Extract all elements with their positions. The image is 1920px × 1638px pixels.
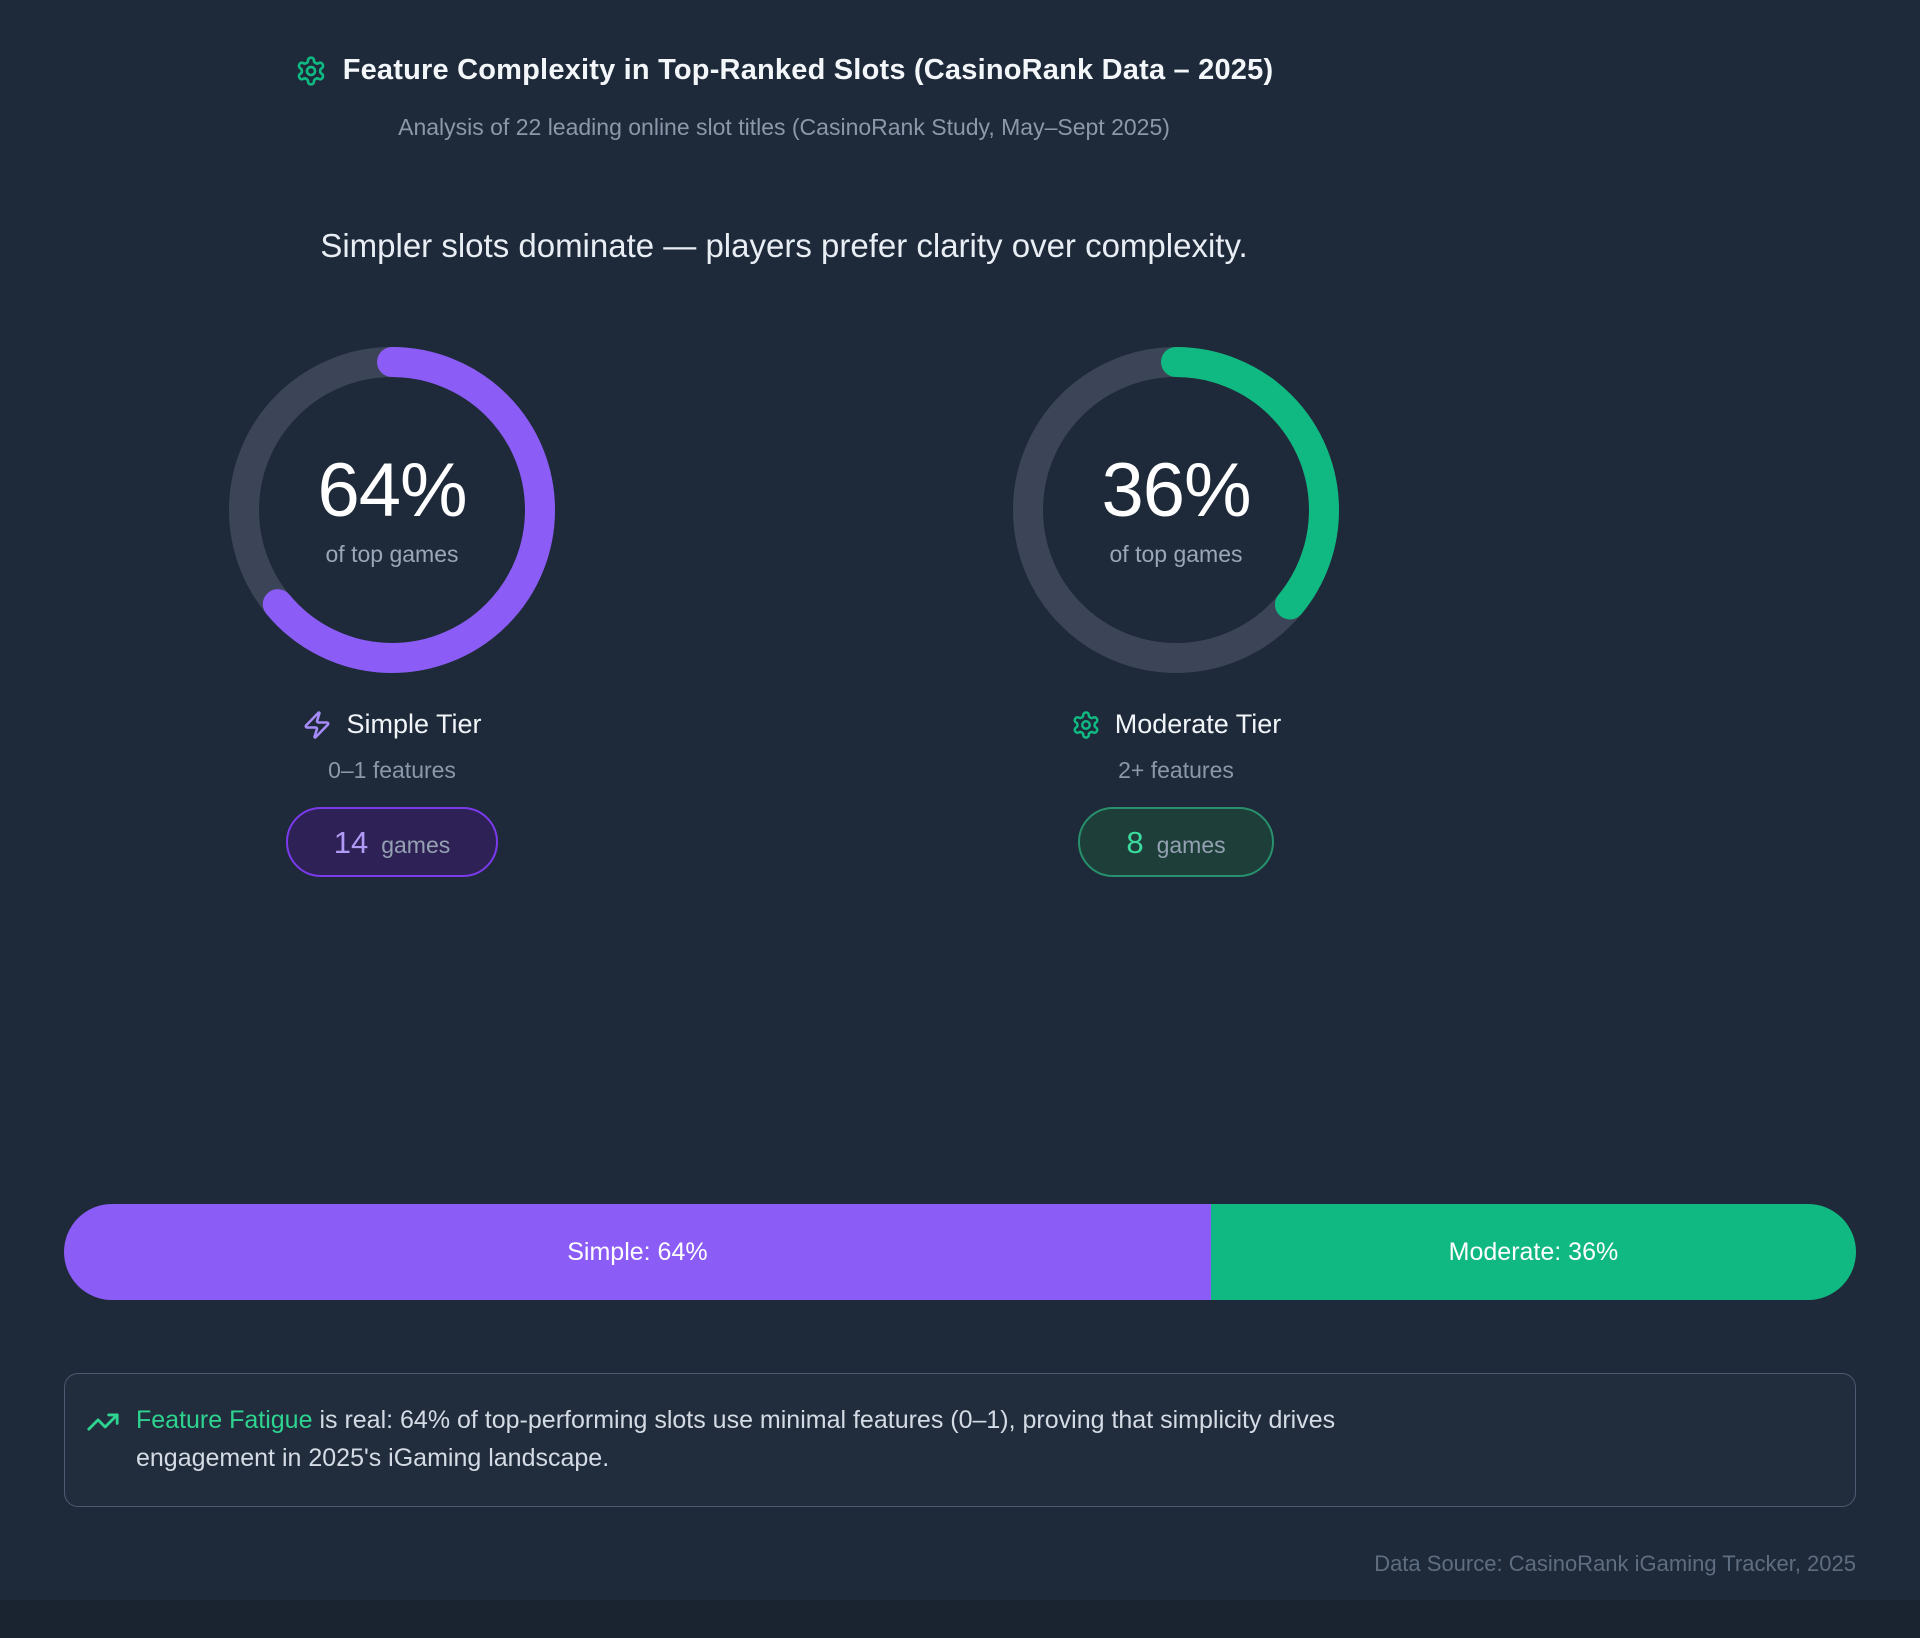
bar-label-moderate: Moderate: 36% <box>1448 1237 1619 1266</box>
insight-highlight: Feature Fatigue <box>136 1406 313 1434</box>
lightning-icon <box>302 710 332 740</box>
moderate-games-count: 8 <box>1126 825 1144 860</box>
moderate-features-label: 2+ features <box>1118 757 1234 783</box>
simple-donut-chart <box>229 347 555 673</box>
insight-text: is real: 64% of top-performing slots use… <box>136 1406 1336 1472</box>
simple-games-badge: 14 games <box>285 807 499 877</box>
moderate-tier-label: Moderate Tier <box>1114 709 1282 739</box>
moderate-games-badge: 8 games <box>1078 807 1274 877</box>
page-title: Feature Complexity in Top-Ranked Slots (… <box>342 54 1274 86</box>
moderate-tier-donut: 36% of top games <box>1013 347 1339 673</box>
moderate-percent-caption: of top games <box>1109 540 1243 567</box>
data-source: Data Source: CasinoRank iGaming Tracker,… <box>1374 1551 1856 1576</box>
simple-games-unit: games <box>381 832 451 858</box>
simple-percent-caption: of top games <box>325 540 459 567</box>
moderate-percent-value: 36% <box>1101 447 1251 533</box>
insight-paragraph: Feature Fatigue is real: 64% of top-perf… <box>136 1401 1471 1477</box>
bar-label-simple: Simple: 64% <box>567 1237 708 1266</box>
simple-features-label: 0–1 features <box>328 757 456 783</box>
bar-segment-moderate: Moderate: 36% <box>1210 1204 1856 1300</box>
headline: Simpler slots dominate — players prefer … <box>320 227 1248 264</box>
donut-row: 64% of top games Simple Tier 0–1 feature… <box>0 347 1568 877</box>
trending-up-icon <box>86 1405 120 1439</box>
simple-games-count: 14 <box>333 825 369 860</box>
gear-icon <box>1071 710 1101 740</box>
donut-center-simple: 64% of top games <box>229 347 555 673</box>
bottom-strip <box>0 1600 1920 1638</box>
simple-tier-donut: 64% of top games <box>229 347 555 673</box>
insight-box: Feature Fatigue is real: 64% of top-perf… <box>64 1373 1856 1507</box>
moderate-donut-chart <box>1013 347 1339 673</box>
moderate-tier-card: 36% of top games Moderate Tier 2+ featur… <box>1013 347 1339 877</box>
top-section: Feature Complexity in Top-Ranked Slots (… <box>0 0 1568 960</box>
stacked-bar-chart: Simple: 64% Moderate: 36% <box>64 1204 1856 1300</box>
simple-tier-label-row: Simple Tier <box>302 709 482 740</box>
header: Feature Complexity in Top-Ranked Slots (… <box>0 54 1568 87</box>
subtitle: Analysis of 22 leading online slot title… <box>398 114 1170 140</box>
donut-arc-simple <box>229 347 555 673</box>
moderate-tier-label-row: Moderate Tier <box>1071 709 1282 740</box>
simple-tier-label: Simple Tier <box>346 709 482 739</box>
bar-segment-simple: Simple: 64% <box>64 1204 1211 1300</box>
gear-icon <box>295 55 327 87</box>
simple-tier-card: 64% of top games Simple Tier 0–1 feature… <box>229 347 555 877</box>
simple-percent-value: 64% <box>317 447 467 533</box>
donut-arc-moderate <box>1013 347 1339 673</box>
moderate-games-unit: games <box>1156 832 1226 858</box>
donut-center-moderate: 36% of top games <box>1013 347 1339 673</box>
